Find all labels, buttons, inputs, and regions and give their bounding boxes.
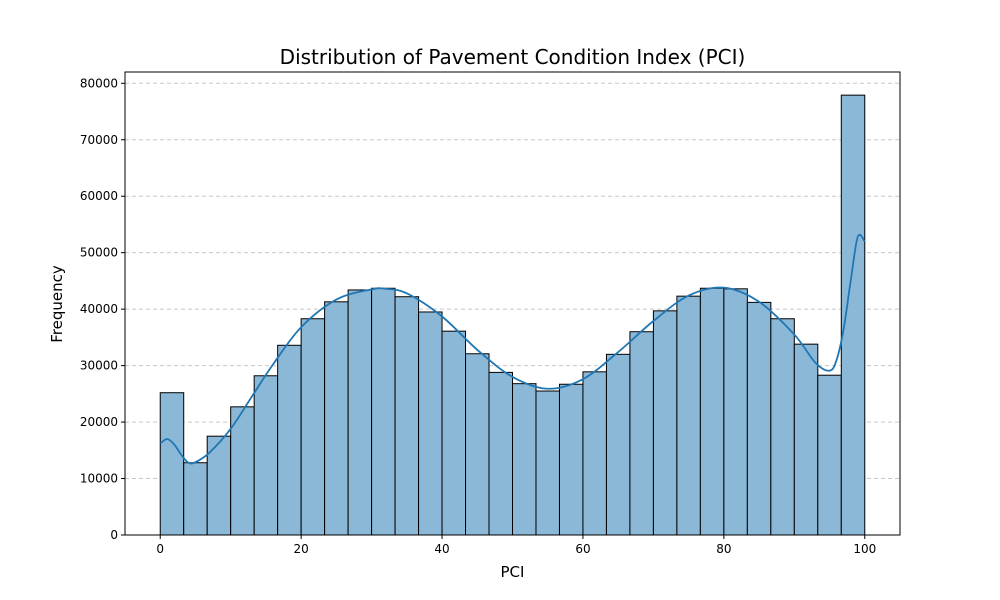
y-tick-label: 0 — [110, 528, 118, 542]
histogram-bar-24 — [723, 288, 748, 536]
histogram-bar-13 — [465, 353, 490, 536]
histogram-bar-27 — [793, 343, 819, 536]
histogram-bar-9 — [371, 287, 396, 536]
y-axis-label: Frequency — [48, 265, 66, 343]
histogram-bar-28 — [817, 374, 842, 536]
x-tick-label: 100 — [853, 542, 876, 556]
x-tick-label: 80 — [716, 542, 731, 556]
histogram-bar-8 — [347, 289, 373, 536]
histogram-bar-3 — [230, 406, 255, 536]
histogram-bar-23 — [699, 287, 725, 536]
histogram-bar-11 — [418, 311, 443, 536]
y-tick-label: 80000 — [80, 76, 118, 90]
y-tick-label: 20000 — [80, 415, 118, 429]
y-tick-label: 60000 — [80, 189, 118, 203]
histogram-bar-7 — [324, 301, 349, 536]
x-tick-label: 40 — [434, 542, 449, 556]
y-tick-label: 30000 — [80, 359, 118, 373]
histogram-bar-29 — [840, 94, 866, 536]
histogram-bar-17 — [558, 383, 584, 536]
histogram-bar-1 — [183, 462, 208, 536]
y-tick-label: 70000 — [80, 133, 118, 147]
histogram-bar-6 — [300, 318, 326, 536]
y-axis: 0 10000 20000 30000 40000 50000 60000 70000 8000… — [80, 76, 125, 542]
histogram-bar-0 — [159, 392, 185, 536]
y-tick-label: 10000 — [80, 472, 118, 486]
histogram-bar-5 — [277, 344, 302, 536]
histogram-bar-26 — [770, 318, 795, 536]
histogram-bar-21 — [652, 310, 678, 536]
chart-title: Distribution of Pavement Condition Index… — [280, 45, 746, 69]
histogram-bar-22 — [676, 295, 701, 536]
x-tick-label: 60 — [575, 542, 590, 556]
histogram-bar-16 — [535, 390, 560, 536]
histogram-bar-4 — [253, 375, 279, 536]
x-tick-label: 0 — [156, 542, 164, 556]
histogram-bar-20 — [629, 331, 654, 536]
y-tick-label: 40000 — [80, 302, 118, 316]
plot-frame — [124, 71, 901, 536]
kde-curve — [159, 233, 866, 465]
histogram-bar-14 — [488, 371, 513, 536]
x-axis: 0 20 40 60 80 100 — [156, 535, 876, 556]
x-tick-label: 20 — [293, 542, 308, 556]
x-axis-label: PCI — [501, 563, 525, 581]
histogram-bars — [159, 94, 866, 536]
histogram-bar-12 — [441, 330, 467, 536]
histogram-bar-18 — [582, 371, 607, 536]
histogram-bar-10 — [394, 296, 420, 536]
histogram-bar-15 — [512, 383, 537, 536]
histogram-bar-25 — [746, 301, 772, 536]
histogram-bar-19 — [605, 353, 631, 536]
y-tick-label: 50000 — [80, 246, 118, 260]
